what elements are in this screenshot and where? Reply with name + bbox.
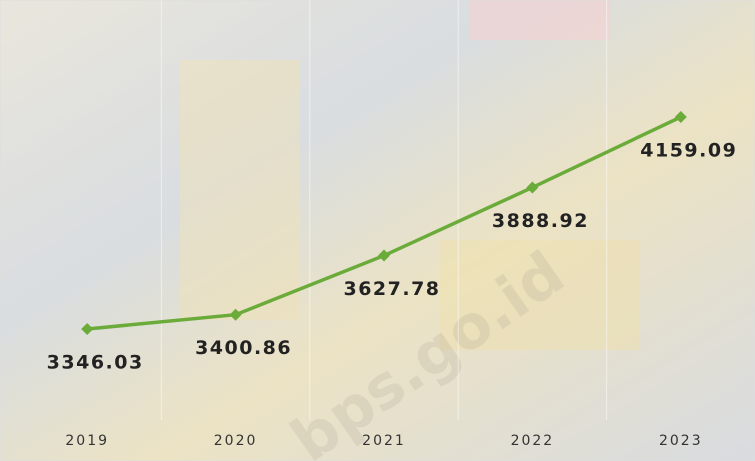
background-patch (180, 60, 300, 320)
x-tick-label: 2019 (65, 433, 109, 449)
background-patch (470, 0, 610, 40)
data-label: 3888.92 (492, 210, 589, 232)
data-label: 3400.86 (195, 337, 292, 359)
data-label: 4159.09 (640, 140, 737, 162)
marker (526, 181, 539, 194)
x-tick-label: 2021 (362, 433, 406, 449)
x-tick-label: 2020 (214, 433, 258, 449)
marker (229, 308, 242, 321)
marker (378, 249, 390, 262)
marker (674, 111, 687, 123)
data-label: 3346.03 (47, 352, 144, 374)
marker (81, 323, 94, 335)
x-tick-label: 2022 (511, 433, 555, 449)
data-label: 3627.78 (343, 278, 440, 300)
x-tick-label: 2023 (659, 433, 703, 449)
